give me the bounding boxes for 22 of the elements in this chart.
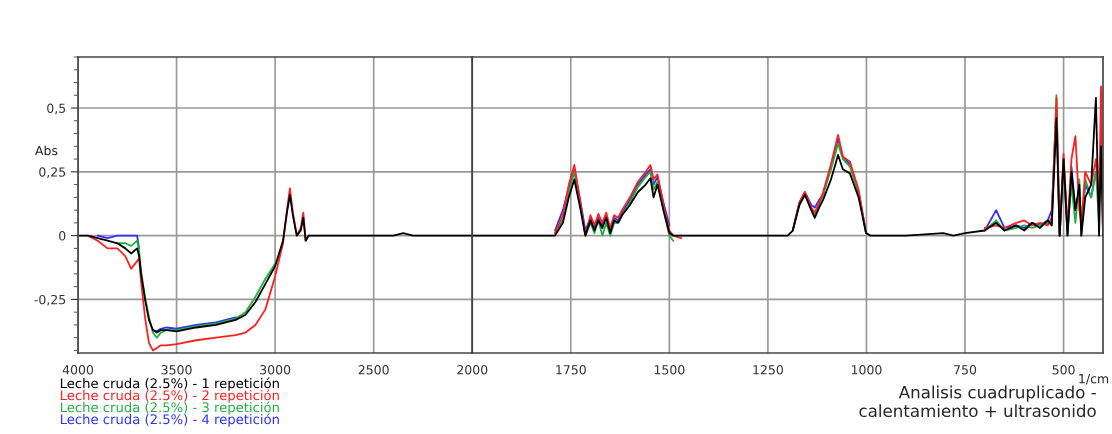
x-tick-label: 1250 <box>753 365 783 375</box>
x-tick-label: 3500 <box>161 365 192 375</box>
y-tick-label: 0,25 <box>39 167 66 179</box>
text: Analisis cuadruplicado - calentamiento + ultrasonido <box>859 385 1096 418</box>
x-tick-label: 3000 <box>260 365 291 375</box>
x-tick-label: 1000 <box>851 365 882 375</box>
y-tick-label: 0,5 <box>47 103 66 115</box>
text: Leche cruda (2.5%) - 2 repetición <box>60 389 279 403</box>
y-tick-label: 0 <box>59 231 66 241</box>
x-tick-label: 750 <box>954 365 977 375</box>
text: Leche cruda (2.5%) - 4 repetición <box>60 413 279 427</box>
x-tick-label: 2500 <box>358 365 389 375</box>
x-tick-label: 1750 <box>556 365 586 375</box>
x-tick-label: 2000 <box>457 365 488 375</box>
text: Leche cruda (2.5%) - 3 repetición <box>60 401 279 415</box>
x-tick-label: 4000 <box>62 365 94 375</box>
x-axis-title: 1/cm <box>1079 374 1109 385</box>
x-tick-label: 500 <box>1052 365 1075 375</box>
y-axis-title: Abs <box>35 145 58 156</box>
x-tick-label: 1500 <box>654 365 685 375</box>
text: Leche cruda (2.5%) - 1 repetición <box>60 377 279 391</box>
y-tick-label: -0,25 <box>34 294 66 306</box>
